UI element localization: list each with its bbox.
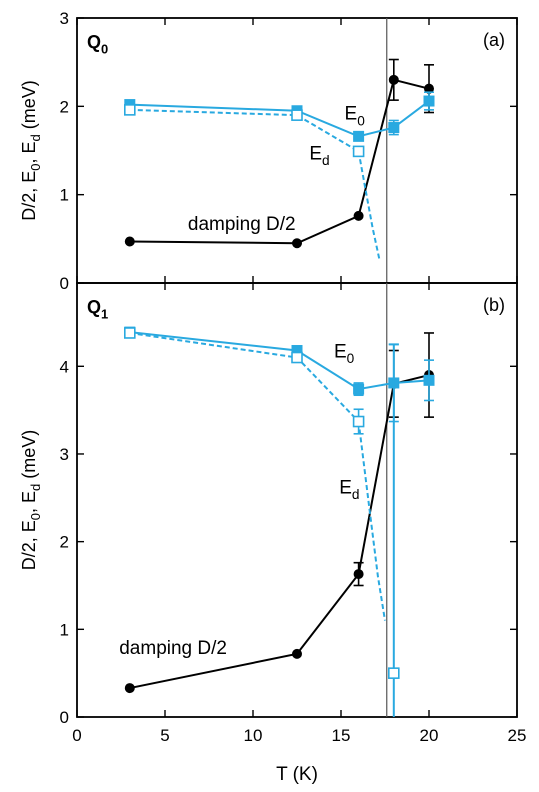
annotation-ed: Ed bbox=[339, 477, 359, 502]
series-Ed_outlier bbox=[387, 343, 400, 717]
data-point bbox=[353, 210, 364, 221]
y-tick-label: 3 bbox=[60, 445, 69, 464]
y-label-sub: 0 bbox=[28, 163, 43, 170]
q-label-sub: 0 bbox=[101, 41, 108, 56]
data-point bbox=[124, 683, 135, 694]
x-tick-label: 20 bbox=[420, 726, 439, 745]
data-point bbox=[124, 327, 136, 339]
annotation-e0-sub: 0 bbox=[347, 351, 355, 366]
panel-label: (a) bbox=[483, 30, 505, 50]
x-tick-label: 15 bbox=[332, 726, 351, 745]
y-tick-label: 4 bbox=[60, 357, 69, 376]
annotation-e0-sub: 0 bbox=[357, 113, 365, 128]
y-label-sub: d bbox=[28, 484, 43, 491]
x-tick-label: 0 bbox=[72, 726, 81, 745]
y-label-part: (meV) bbox=[19, 80, 39, 134]
q-label-base: Q bbox=[87, 32, 101, 52]
y-tick-label: 0 bbox=[60, 708, 69, 727]
data-point bbox=[388, 74, 399, 85]
y-label-part: , E bbox=[19, 491, 39, 513]
data-point bbox=[423, 374, 435, 386]
data-point bbox=[353, 383, 365, 395]
annotation-ed-base: E bbox=[309, 143, 322, 164]
y-label-sub: d bbox=[28, 134, 43, 141]
annotation-e0-base: E bbox=[334, 342, 347, 363]
y-tick-label: 1 bbox=[60, 620, 69, 639]
q-label-base: Q bbox=[87, 297, 101, 317]
annotation-damping-base: damping D/2 bbox=[119, 638, 227, 659]
y-label-part: (meV) bbox=[19, 430, 39, 484]
y-axis-label: D/2, E0, Ed (meV) bbox=[19, 80, 43, 221]
series-Ed bbox=[124, 327, 386, 621]
series-line-E0 bbox=[129, 331, 430, 391]
annotation-damping: damping D/2 bbox=[188, 214, 296, 235]
x-axis-label: T (K) bbox=[276, 764, 318, 785]
annotation-ed-base: E bbox=[339, 477, 352, 498]
data-point bbox=[423, 95, 435, 107]
y-tick-label: 3 bbox=[60, 9, 69, 28]
series-damping bbox=[124, 58, 434, 249]
annotation-ed-sub: d bbox=[352, 487, 360, 502]
series-E0 bbox=[124, 326, 435, 423]
series-line-Ed bbox=[129, 108, 360, 153]
q-label: Q1 bbox=[87, 297, 108, 321]
annotation-damping: damping D/2 bbox=[119, 638, 227, 659]
series-tail-Ed bbox=[357, 421, 386, 621]
y-label-sub: 0 bbox=[28, 513, 43, 520]
y-label-part: , E bbox=[19, 141, 39, 163]
annotation-ed: Ed bbox=[309, 143, 329, 168]
annotation-e0: E0 bbox=[334, 342, 355, 367]
annotation-e0-base: E bbox=[345, 104, 358, 125]
data-point bbox=[353, 569, 364, 580]
data-point bbox=[352, 415, 365, 428]
data-point bbox=[388, 122, 400, 134]
data-point bbox=[124, 236, 135, 247]
x-tick-label: 25 bbox=[508, 726, 527, 745]
series-E0 bbox=[124, 91, 435, 142]
data-point bbox=[291, 109, 303, 121]
annotation-damping-base: damping D/2 bbox=[188, 214, 296, 235]
data-point bbox=[387, 667, 400, 679]
data-point bbox=[292, 648, 302, 659]
annotation-e0: E0 bbox=[345, 104, 366, 129]
data-point bbox=[352, 145, 365, 158]
y-tick-label: 1 bbox=[60, 186, 69, 205]
data-point bbox=[353, 130, 365, 142]
q-label-sub: 1 bbox=[101, 306, 108, 321]
data-point bbox=[292, 238, 302, 249]
y-tick-label: 2 bbox=[60, 97, 69, 116]
annotation-ed-sub: d bbox=[322, 153, 330, 168]
y-label-part: D/2, E bbox=[19, 520, 39, 570]
panel-label: (b) bbox=[483, 295, 505, 315]
series-line-Ed bbox=[129, 331, 360, 423]
series-Ed bbox=[124, 104, 381, 262]
q-label: Q0 bbox=[87, 32, 108, 56]
series-tail-Ed bbox=[357, 151, 381, 262]
plot-frame bbox=[76, 282, 518, 718]
data-point bbox=[291, 351, 303, 364]
y-tick-label: 2 bbox=[60, 533, 69, 552]
y-axis-label: D/2, E0, Ed (meV) bbox=[19, 430, 43, 571]
data-point bbox=[124, 104, 136, 116]
y-tick-label: 0 bbox=[60, 274, 69, 293]
x-tick-label: 5 bbox=[160, 726, 169, 745]
x-tick-label: 10 bbox=[244, 726, 263, 745]
y-label-part: D/2, E bbox=[19, 171, 39, 221]
